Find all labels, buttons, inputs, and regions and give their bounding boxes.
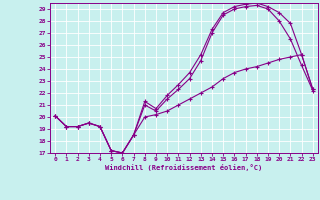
X-axis label: Windchill (Refroidissement éolien,°C): Windchill (Refroidissement éolien,°C) bbox=[105, 164, 263, 171]
